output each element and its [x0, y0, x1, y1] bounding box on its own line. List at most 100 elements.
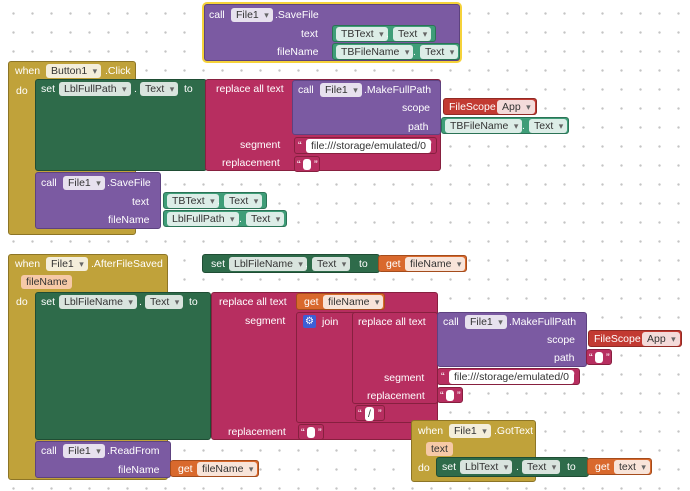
property-dropdown[interactable]: Text: [312, 257, 351, 271]
property-dropdown[interactable]: Text: [420, 45, 459, 59]
text-literal[interactable]: /: [365, 407, 374, 421]
replacement-label: replacement: [228, 426, 286, 438]
to-keyword: to: [359, 258, 368, 270]
scope-dropdown[interactable]: App: [497, 100, 535, 114]
makefullpath-call-block[interactable]: call File1 .MakeFullPath scope path: [292, 80, 441, 135]
call-keyword: call: [41, 177, 57, 189]
component-dropdown[interactable]: File1: [320, 83, 362, 97]
open-quote: “: [297, 159, 301, 171]
component-dropdown[interactable]: File1: [465, 315, 507, 329]
do-keyword: do: [418, 462, 430, 474]
open-quote: “: [440, 390, 444, 402]
empty-text-block[interactable]: “ ”: [294, 156, 320, 172]
replace-all-text-inner-block[interactable]: replace all text segment replacement: [352, 312, 438, 404]
empty-text-block[interactable]: “ ”: [437, 387, 463, 403]
component-dropdown[interactable]: File1: [46, 257, 88, 271]
event-name: .GotText: [494, 425, 534, 437]
text-literal[interactable]: [446, 390, 454, 401]
component-dropdown[interactable]: File1: [449, 424, 491, 438]
property-dropdown[interactable]: Text: [522, 460, 561, 474]
gear-icon[interactable]: ⚙: [303, 315, 316, 328]
tbtext-getter-block[interactable]: TBText . Text: [163, 192, 267, 209]
close-quote: ”: [318, 427, 322, 439]
storage-path-text-block[interactable]: “ file:///storage/emulated/0 ”: [437, 368, 580, 385]
replace-all-text-label: replace all text: [216, 83, 284, 95]
variable-dropdown[interactable]: fileName: [197, 462, 258, 476]
component-dropdown[interactable]: File1: [231, 8, 273, 22]
loose-set-lblfilename-block[interactable]: set LblFileName . Text to: [202, 254, 380, 273]
variable-dropdown[interactable]: text: [614, 460, 650, 474]
text-literal[interactable]: file:///storage/emulated/0: [449, 370, 574, 384]
component-dropdown[interactable]: LblFullPath: [59, 82, 131, 96]
property-dropdown[interactable]: Text: [393, 27, 432, 41]
text-literal[interactable]: [303, 159, 311, 170]
set-keyword: set: [442, 461, 457, 473]
component-dropdown[interactable]: TBText: [167, 194, 219, 208]
component-dropdown[interactable]: Button1: [46, 64, 102, 78]
dot: .: [134, 83, 137, 95]
component-dropdown[interactable]: LblFullPath: [167, 212, 239, 226]
variable-dropdown[interactable]: fileName: [323, 295, 384, 309]
component-dropdown[interactable]: TBText: [336, 27, 388, 41]
component-dropdown[interactable]: LblText: [460, 460, 513, 474]
text-literal[interactable]: [307, 427, 315, 438]
dot: .: [139, 296, 142, 308]
tbfilename-getter-block[interactable]: TBFileName . Text: [441, 117, 569, 134]
filename-param-label: fileName: [277, 46, 319, 58]
scope-dropdown[interactable]: App: [642, 332, 680, 346]
property-dropdown[interactable]: Text: [140, 82, 179, 96]
component-dropdown[interactable]: File1: [63, 444, 105, 458]
event-param-filename[interactable]: fileName: [21, 275, 73, 289]
event-name: .Click: [105, 65, 131, 77]
text-literal[interactable]: [595, 352, 603, 363]
method-name: .MakeFullPath: [364, 84, 432, 96]
segment-label: segment: [245, 315, 286, 327]
component-dropdown[interactable]: LblFileName: [59, 295, 137, 309]
call-keyword: call: [443, 316, 459, 328]
component-dropdown[interactable]: LblFileName: [229, 257, 307, 271]
set-lblfullpath-block[interactable]: set LblFullPath . Text to: [35, 79, 207, 171]
scope-label: scope: [547, 334, 576, 346]
text-param-label: text: [132, 196, 149, 208]
component-dropdown[interactable]: TBFileName: [445, 119, 523, 133]
get-filename-block[interactable]: get fileName: [296, 293, 385, 310]
filescope-app-block[interactable]: FileScope App: [443, 98, 537, 115]
dot: .: [305, 258, 308, 270]
tbfilename-getter-block[interactable]: TBFileName . Text: [332, 43, 460, 60]
do-keyword: do: [16, 85, 28, 97]
open-quote: “: [301, 427, 305, 439]
readfrom-call-block[interactable]: call File1 .ReadFrom fileName: [35, 441, 171, 478]
empty-text-block[interactable]: “ ”: [298, 424, 324, 440]
get-keyword: get: [304, 296, 319, 308]
close-quote: ”: [378, 408, 382, 420]
storage-path-text-block[interactable]: “ file:///storage/emulated/0 ”: [294, 137, 437, 154]
text-literal[interactable]: file:///storage/emulated/0: [306, 139, 431, 153]
makefullpath-call-block[interactable]: call File1 .MakeFullPath scope path: [437, 312, 587, 367]
set-lblfilename-block[interactable]: set LblFileName . Text to: [35, 292, 211, 440]
get-filename-block[interactable]: get fileName: [378, 255, 467, 272]
get-keyword: get: [178, 463, 193, 475]
filename-param-label: fileName: [108, 214, 150, 226]
set-lbltext-block[interactable]: set LblText . Text to: [436, 457, 589, 477]
path-label: path: [554, 352, 575, 364]
property-dropdown[interactable]: Text: [529, 119, 568, 133]
slash-text-block[interactable]: “ / ”: [355, 405, 385, 421]
replacement-label: replacement: [367, 390, 425, 402]
empty-text-block[interactable]: “ ”: [586, 349, 612, 365]
tbtext-getter-block[interactable]: TBText . Text: [332, 25, 436, 42]
close-quote: ”: [314, 159, 318, 171]
event-param-text[interactable]: text: [426, 442, 453, 456]
property-dropdown[interactable]: Text: [145, 295, 184, 309]
get-text-block[interactable]: get text: [587, 458, 652, 475]
component-dropdown[interactable]: TBFileName: [336, 45, 414, 59]
savefile-call-block[interactable]: call File1 .SaveFile text fileName: [35, 172, 161, 229]
variable-dropdown[interactable]: fileName: [405, 257, 466, 271]
get-filename-block[interactable]: get fileName: [170, 460, 259, 477]
component-dropdown[interactable]: File1: [63, 176, 105, 190]
property-dropdown[interactable]: Text: [246, 212, 285, 226]
open-quote: “: [298, 140, 302, 152]
property-dropdown[interactable]: Text: [224, 194, 263, 208]
lblfullpath-getter-block[interactable]: LblFullPath . Text: [163, 210, 287, 227]
join-label: join: [322, 316, 339, 328]
filescope-app-block[interactable]: FileScope App: [588, 330, 682, 347]
